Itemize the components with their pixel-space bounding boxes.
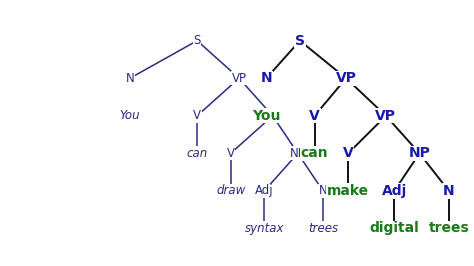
- Text: make: make: [327, 184, 369, 198]
- Text: draw: draw: [216, 184, 246, 197]
- Text: V: V: [343, 146, 354, 160]
- Text: digital: digital: [369, 222, 419, 235]
- Text: VP: VP: [265, 109, 280, 122]
- Text: VP: VP: [336, 71, 356, 85]
- Text: V: V: [309, 109, 320, 123]
- Text: N: N: [261, 71, 272, 85]
- Text: syntax: syntax: [245, 222, 284, 235]
- Text: VP: VP: [375, 109, 396, 123]
- Text: trees: trees: [428, 222, 469, 235]
- Text: S: S: [295, 34, 305, 48]
- Text: S: S: [193, 34, 201, 47]
- Text: Adj: Adj: [255, 184, 273, 197]
- Text: V: V: [193, 109, 201, 122]
- Text: can: can: [301, 146, 328, 160]
- Text: Fingtam Languages: Fingtam Languages: [21, 68, 34, 198]
- Text: N: N: [319, 184, 328, 197]
- Text: You: You: [120, 109, 140, 122]
- Text: V: V: [227, 147, 235, 160]
- Text: NP: NP: [290, 147, 306, 160]
- Text: You: You: [252, 109, 281, 123]
- Text: trees: trees: [308, 222, 338, 235]
- Text: can: can: [186, 147, 208, 160]
- Text: N: N: [443, 184, 455, 198]
- Text: NP: NP: [409, 146, 430, 160]
- Text: Adj: Adj: [382, 184, 407, 198]
- Text: N: N: [126, 72, 135, 85]
- Text: VP: VP: [232, 72, 246, 85]
